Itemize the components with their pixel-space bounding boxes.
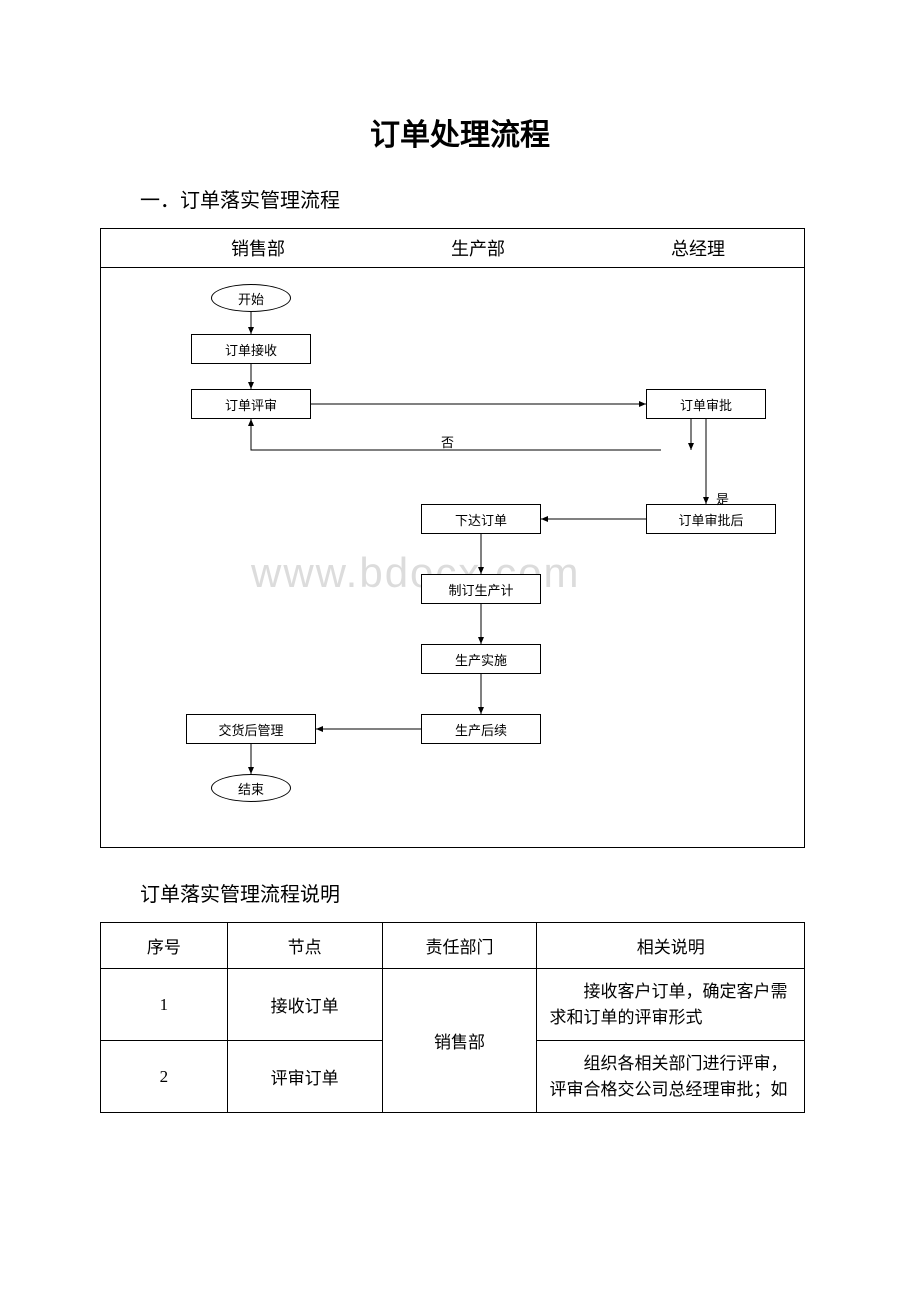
description-table: 序号 节点 责任部门 相关说明 1接收订单销售部接收客户订单，确定客户需求和订单… bbox=[100, 922, 805, 1113]
flow-node-approve: 订单审批 bbox=[646, 389, 766, 419]
flow-node-postprod: 生产后续 bbox=[421, 714, 541, 744]
flow-node-start: 开始 bbox=[211, 284, 291, 312]
edge-label: 是 bbox=[716, 489, 729, 508]
flow-node-approve_res: 订单审批后 bbox=[646, 504, 776, 534]
flow-node-delivery: 交货后管理 bbox=[186, 714, 316, 744]
flow-node-review: 订单评审 bbox=[191, 389, 311, 419]
edge-label: 否 bbox=[441, 432, 454, 451]
col-explain: 相关说明 bbox=[537, 923, 805, 969]
flow-node-recv: 订单接收 bbox=[191, 334, 311, 364]
table-caption: 订单落实管理流程说明 bbox=[100, 878, 820, 907]
lane-header: 销售部 bbox=[231, 235, 285, 261]
flow-node-plan: 制订生产计 bbox=[421, 574, 541, 604]
cell-seq: 2 bbox=[101, 1041, 228, 1113]
cell-node: 评审订单 bbox=[227, 1041, 382, 1113]
cell-explain: 接收客户订单，确定客户需求和订单的评审形式 bbox=[537, 969, 805, 1041]
col-seq: 序号 bbox=[101, 923, 228, 969]
col-dept: 责任部门 bbox=[382, 923, 537, 969]
lane-header: 生产部 bbox=[451, 235, 505, 261]
cell-seq: 1 bbox=[101, 969, 228, 1041]
table-header-row: 序号 节点 责任部门 相关说明 bbox=[101, 923, 805, 969]
cell-dept: 销售部 bbox=[382, 969, 537, 1113]
document-title: 订单处理流程 bbox=[100, 110, 820, 154]
col-node: 节点 bbox=[227, 923, 382, 969]
cell-explain: 组织各相关部门进行评审，评审合格交公司总经理审批；如 bbox=[537, 1041, 805, 1113]
table-body: 1接收订单销售部接收客户订单，确定客户需求和订单的评审形式2评审订单组织各相关部… bbox=[101, 969, 805, 1113]
table-row: 1接收订单销售部接收客户订单，确定客户需求和订单的评审形式 bbox=[101, 969, 805, 1041]
flow-node-end: 结束 bbox=[211, 774, 291, 802]
flowchart-arrows bbox=[101, 229, 804, 847]
lane-separator bbox=[101, 267, 804, 268]
flowchart-container: www.bdocx.com 销售部生产部总经理开始订单接收订单评审订单审批订单审… bbox=[100, 228, 805, 848]
flow-node-dispatch: 下达订单 bbox=[421, 504, 541, 534]
lane-header: 总经理 bbox=[671, 235, 725, 261]
section-heading: 一．订单落实管理流程 bbox=[100, 184, 820, 213]
cell-node: 接收订单 bbox=[227, 969, 382, 1041]
flow-node-exec: 生产实施 bbox=[421, 644, 541, 674]
